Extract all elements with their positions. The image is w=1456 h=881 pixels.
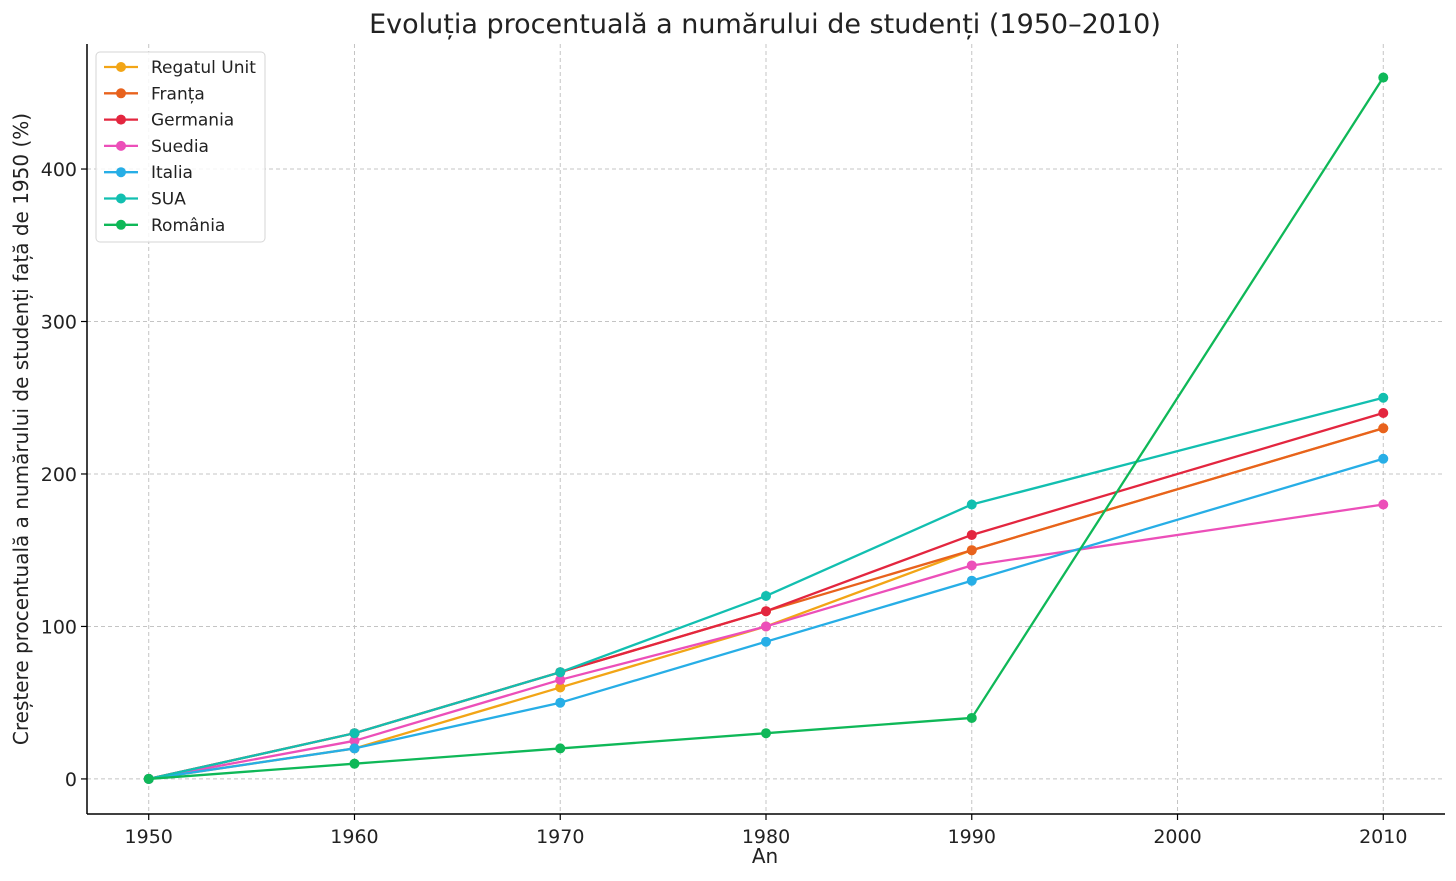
chart-title: Evoluția procentuală a numărului de stud… [369, 9, 1161, 40]
data-point [555, 674, 566, 685]
x-tick-label: 1990 [948, 826, 996, 848]
legend-item: Italia [104, 163, 193, 183]
data-point [761, 728, 771, 739]
legend-marker [116, 62, 126, 72]
data-point [1378, 392, 1389, 403]
data-point [555, 743, 566, 754]
legend-box [95, 51, 266, 243]
data-point [143, 773, 154, 784]
series-suedia [143, 499, 1389, 784]
legend-marker [116, 193, 126, 204]
legend: Regatul Unit Franța Germania Suedia Italia SU… [95, 51, 266, 243]
legend-item: Franța [104, 84, 205, 104]
y-tick-label: 100 [41, 616, 77, 638]
legend-label: Italia [151, 163, 193, 183]
data-point [1378, 407, 1389, 418]
data-point [349, 743, 360, 754]
data-point [1378, 72, 1389, 83]
data-point [761, 590, 771, 601]
legend-marker [116, 140, 126, 151]
x-axis-title: An [752, 844, 778, 868]
data-point [966, 712, 977, 723]
y-ticks: 0 100 200 300 400 [41, 159, 87, 791]
data-point [1378, 453, 1389, 464]
x-tick-label: 1970 [536, 826, 584, 848]
data-point [555, 667, 566, 678]
data-point [349, 758, 360, 769]
data-point [555, 697, 566, 708]
series-line [148, 396, 1384, 781]
legend-label: Regatul Unit [151, 58, 256, 78]
data-point [966, 529, 977, 540]
series-românia [143, 72, 1389, 784]
legend-marker [116, 114, 126, 125]
data-point [966, 560, 977, 571]
legend-label: România [151, 216, 225, 236]
x-tick-label: 1950 [125, 826, 173, 848]
legend-item: Regatul Unit [104, 58, 256, 78]
data-point [349, 735, 360, 746]
x-tick-label: 2010 [1359, 826, 1407, 848]
x-tick-label: 1960 [330, 826, 378, 848]
data-point [761, 636, 771, 647]
legend-item: SUA [104, 190, 186, 210]
data-point [761, 621, 771, 632]
legend-label: Franța [151, 84, 205, 104]
legend-marker [116, 167, 126, 178]
x-ticks: 1950 1960 1970 1980 1990 2000 2010 [125, 814, 1407, 848]
legend-item: România [104, 216, 225, 236]
series-line [148, 457, 1384, 781]
series-line [148, 76, 1385, 781]
legend-marker [116, 219, 126, 230]
legend-label: SUA [151, 190, 186, 210]
y-tick-label: 400 [41, 159, 77, 181]
series-line [148, 503, 1384, 781]
data-point [555, 682, 566, 693]
x-tick-label: 1980 [742, 826, 790, 848]
y-tick-label: 0 [65, 769, 77, 791]
y-axis-title: Creștere procentuală a numărului de stud… [9, 113, 33, 745]
data-point [966, 545, 977, 556]
data-point [761, 606, 771, 617]
legend-item: Germania [104, 111, 234, 131]
series-sua [143, 392, 1389, 784]
data-point [349, 728, 360, 739]
data-point [1378, 423, 1389, 434]
data-point [966, 499, 977, 510]
data-point [1378, 499, 1389, 510]
legend-item: Suedia [104, 137, 209, 157]
y-tick-label: 300 [41, 312, 77, 334]
series-layer [143, 72, 1389, 784]
x-tick-label: 2000 [1153, 826, 1201, 848]
data-point [966, 575, 977, 586]
legend-marker [116, 88, 126, 99]
grid [87, 44, 1445, 814]
legend-label: Suedia [151, 137, 209, 157]
legend-label: Germania [151, 111, 234, 131]
y-tick-label: 200 [41, 464, 77, 486]
